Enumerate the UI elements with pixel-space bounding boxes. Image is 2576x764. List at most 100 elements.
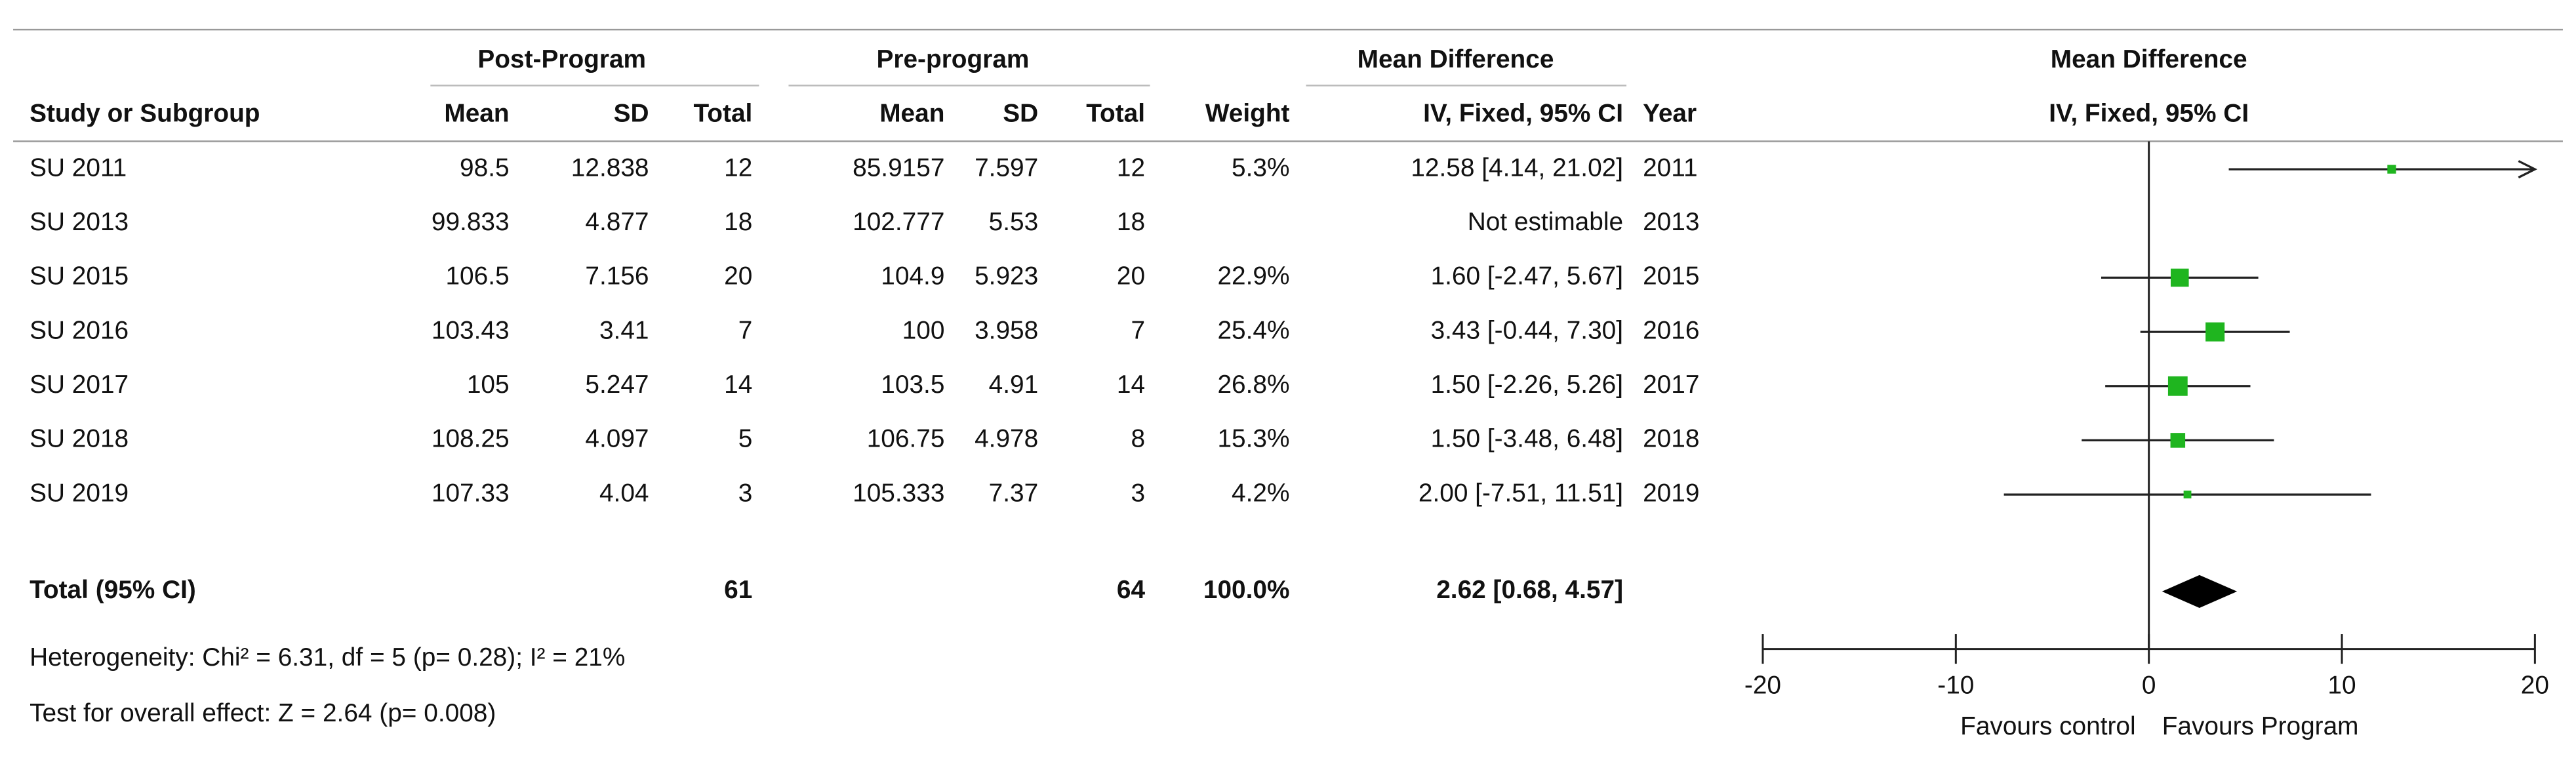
table-cell: 3.43 [-0.44, 7.30] [1431,316,1623,344]
study-estimate [2183,491,2192,499]
group-header: Pre-program [876,45,1029,73]
table-cell: 2011 [1643,153,1697,182]
table-cell: 14 [724,371,752,399]
table-cell: 12 [724,153,752,182]
column-header: Mean [444,100,509,128]
table-cell: 7.37 [989,479,1039,507]
column-header: SD [1003,100,1038,128]
table-cell: 4.877 [585,208,649,236]
table-cell: 12.838 [571,153,649,182]
column-header: Year [1643,100,1697,128]
table-cell: 2019 [1643,479,1699,507]
table-cell: 7.597 [975,153,1038,182]
table-cell: 105.333 [853,479,944,507]
heterogeneity: Heterogeneity: Chi² = 6.31, df = 5 (p= 0… [30,643,625,672]
table-cell: 18 [724,208,752,236]
table-cell: 105 [467,371,510,399]
favours-label: Favours Program [2162,712,2359,740]
plot-subtitle: IV, Fixed, 95% CI [2049,100,2249,128]
study-name: SU 2018 [30,425,129,453]
x-tick-label: -10 [1937,671,1974,699]
table-cell: 1.50 [-2.26, 5.26] [1431,371,1623,399]
table-cell: 3 [738,479,753,507]
table-cell: 5.3% [1232,153,1289,182]
study-estimate [2170,433,2186,448]
table-cell: 1.50 [-3.48, 6.48] [1431,425,1623,453]
table-cell: 4.91 [989,371,1039,399]
column-header: SD [614,100,649,128]
plot-title: Mean Difference [2051,45,2247,73]
table-cell: 1.60 [-2.47, 5.67] [1431,262,1623,291]
study-name: SU 2019 [30,479,129,507]
table-cell: 14 [1117,371,1145,399]
table-cell: 26.8% [1217,371,1289,399]
table-cell: 3.958 [975,316,1038,344]
table-cell: 5 [738,425,753,453]
table-cell: 12 [1117,153,1145,182]
table-cell: 4.978 [975,425,1038,453]
table-cell: 12.58 [4.14, 21.02] [1411,153,1623,182]
x-tick-label: -20 [1744,671,1781,699]
study-estimate [2387,165,2396,174]
total-cell: 100.0% [1203,576,1290,604]
group-header: Post-Program [477,45,646,73]
table-cell: 2013 [1643,208,1699,236]
table-cell: 5.53 [989,208,1039,236]
pooled-diamond [2162,574,2238,608]
total-cell: Total (95% CI) [30,576,196,604]
table-cell: 2015 [1643,262,1699,291]
ci-arrow [2518,160,2538,179]
table-cell: 85.9157 [853,153,944,182]
overall-effect: Test for overall effect: Z = 2.64 (p= 0.… [30,699,496,727]
column-header: Mean [879,100,944,128]
study-name: SU 2013 [30,208,129,236]
table-cell: 106.75 [867,425,945,453]
table-cell: 103.43 [432,316,510,344]
table-cell: 104.9 [881,262,944,291]
total-cell: 61 [724,576,752,604]
table-cell: 7 [1131,316,1145,344]
table-cell: 2017 [1643,371,1699,399]
column-header: Weight [1205,100,1290,128]
table-cell: 4.2% [1232,479,1289,507]
table-cell: 2.00 [-7.51, 11.51] [1419,479,1623,507]
table-cell: 106.5 [445,262,509,291]
column-header: Total [1086,100,1145,128]
table-cell: 99.833 [432,208,510,236]
total-cell: 2.62 [0.68, 4.57] [1436,576,1623,604]
study-estimate [2205,322,2225,342]
table-cell: 100 [902,316,945,344]
table-cell: 18 [1117,208,1145,236]
table-cell: 22.9% [1217,262,1289,291]
table-cell: 15.3% [1217,425,1289,453]
study-name: SU 2015 [30,262,129,291]
x-tick-label: 0 [2142,671,2156,699]
table-cell: 3.41 [599,316,649,344]
table-cell: 7.156 [585,262,649,291]
column-header: IV, Fixed, 95% CI [1423,100,1623,128]
study-name: SU 2017 [30,371,129,399]
study-estimate [2167,376,2188,396]
table-cell: 2018 [1643,425,1699,453]
study-estimate [2170,268,2189,287]
study-name: SU 2016 [30,316,129,344]
table-cell: 5.247 [585,371,649,399]
study-name: SU 2011 [30,153,127,182]
table-cell: 102.777 [853,208,944,236]
table-cell: 103.5 [881,371,944,399]
table-cell: 8 [1131,425,1145,453]
favours-label: Favours control [1960,712,2135,740]
table-cell: Not estimable [1468,208,1623,236]
table-cell: 108.25 [432,425,510,453]
x-tick-label: 10 [2327,671,2356,699]
table-cell: 20 [1117,262,1145,291]
x-tick-label: 20 [2521,671,2549,699]
column-header: Study or Subgroup [30,100,260,128]
column-header: Total [693,100,752,128]
table-cell: 20 [724,262,752,291]
group-header: Mean Difference [1358,45,1554,73]
table-cell: 2016 [1643,316,1699,344]
table-cell: 5.923 [975,262,1038,291]
